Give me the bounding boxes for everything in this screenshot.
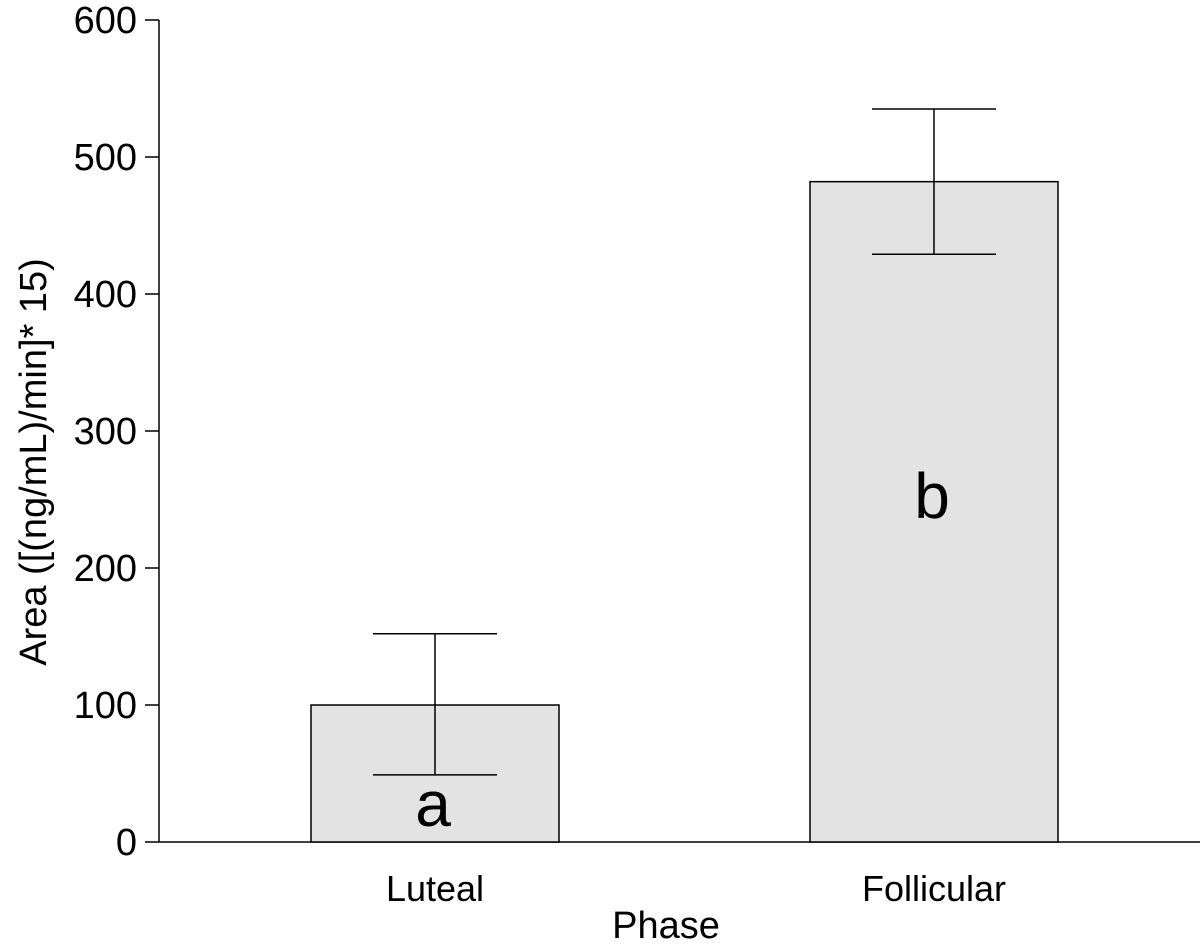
y-tick-label: 500: [74, 137, 137, 179]
y-tick-label: 300: [74, 411, 137, 453]
bar-follicular: [809, 180, 1059, 843]
significance-letter-follicular: b: [914, 460, 950, 532]
y-axis: 0 100 200 300 400 500 600: [74, 0, 160, 864]
x-axis-title: Phase: [612, 905, 720, 947]
y-tick-label: 400: [74, 274, 137, 316]
significance-letter-luteal: a: [415, 768, 451, 840]
y-tick-label: 100: [74, 685, 137, 727]
y-ticks: 0 100 200 300 400 500 600: [74, 0, 159, 864]
y-tick-label: 200: [74, 548, 137, 590]
category-label-luteal: Luteal: [386, 868, 484, 909]
category-label-follicular: Follicular: [862, 868, 1006, 909]
category-labels: Luteal Follicular: [386, 868, 1006, 909]
y-tick-label: 0: [116, 822, 137, 864]
y-tick-label: 600: [74, 0, 137, 42]
bars: ab: [310, 108, 1059, 843]
y-axis-title: Area ([(ng/mL)/min]* 15): [13, 258, 55, 666]
